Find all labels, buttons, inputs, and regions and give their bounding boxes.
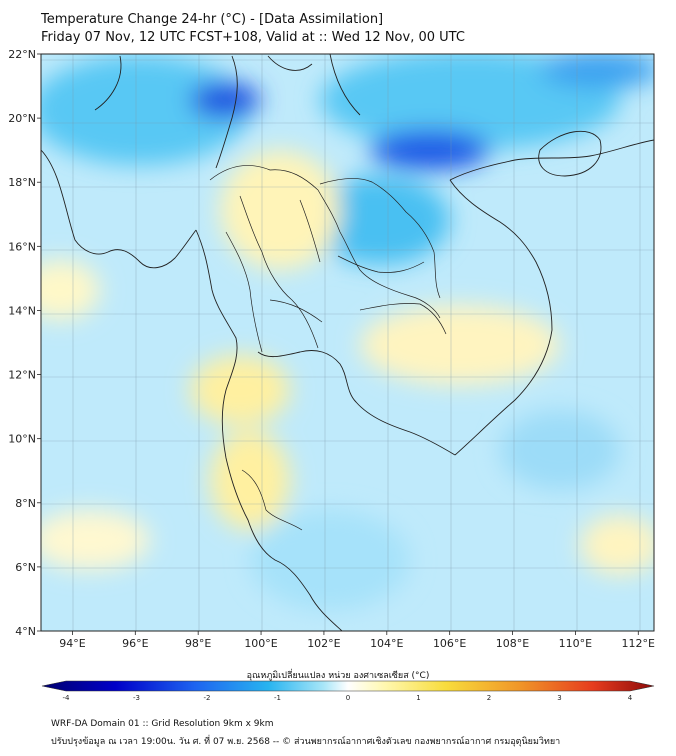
lat-tick-label: 18°N	[8, 176, 36, 189]
colorbar-tick-label: 2	[487, 694, 491, 702]
lat-tick-label: 16°N	[8, 240, 36, 253]
colorbar-gradient	[41, 680, 655, 692]
lat-tick-label: 8°N	[15, 497, 36, 510]
map-frame	[40, 53, 655, 632]
footer-model-info: WRF-DA Domain 01 :: Grid Resolution 9km …	[51, 719, 274, 729]
colorbar-tick-label: -1	[274, 694, 281, 702]
map-subtitle: Friday 07 Nov, 12 UTC FCST+108, Valid at…	[41, 30, 465, 45]
lon-tick-label: 98°E	[185, 637, 211, 650]
colorbar-tick-label: 3	[557, 694, 561, 702]
lon-tick-label: 104°E	[370, 637, 403, 650]
colorbar-tick-label: -3	[133, 694, 140, 702]
lat-tick-label: 4°N	[15, 625, 36, 638]
lon-tick-label: 102°E	[307, 637, 340, 650]
lon-tick-label: 100°E	[244, 637, 277, 650]
coastline-outlines	[41, 54, 654, 631]
colorbar-tick-label: 0	[346, 694, 350, 702]
lat-tick-label: 20°N	[8, 112, 36, 125]
lon-tick-label: 106°E	[433, 637, 466, 650]
country-borders	[209, 165, 447, 531]
colorbar-tick-label: -2	[204, 694, 211, 702]
lat-tick-label: 6°N	[15, 561, 36, 574]
colorbar-tick-label: 1	[416, 694, 420, 702]
temperature-field	[41, 54, 654, 631]
lon-tick-label: 108°E	[496, 637, 529, 650]
colorbar: -4 -3 -2 -1 0 1 2 3 4	[41, 680, 655, 702]
lon-tick-label: 96°E	[122, 637, 148, 650]
colorbar-label: อุณหภูมิเปลี่ยนแปลง หน่วย องศาเซลเซียส (…	[246, 671, 430, 681]
lat-tick-label: 22°N	[8, 48, 36, 61]
footer-credit: ปรับปรุงข้อมูล ณ เวลา 19:00น. วัน ศ. ที่…	[51, 737, 561, 747]
lon-tick-label: 112°E	[622, 637, 655, 650]
colorbar-tick-label: 4	[628, 694, 633, 702]
lat-tick-label: 10°N	[8, 433, 36, 446]
colorbar-tick-label: -4	[63, 694, 71, 702]
lon-tick-label: 94°E	[59, 637, 85, 650]
map-title: Temperature Change 24-hr (°C) - [Data As…	[41, 12, 384, 27]
lat-tick-label: 12°N	[8, 369, 36, 382]
lon-tick-label: 110°E	[559, 637, 592, 650]
lat-tick-label: 14°N	[8, 304, 36, 317]
